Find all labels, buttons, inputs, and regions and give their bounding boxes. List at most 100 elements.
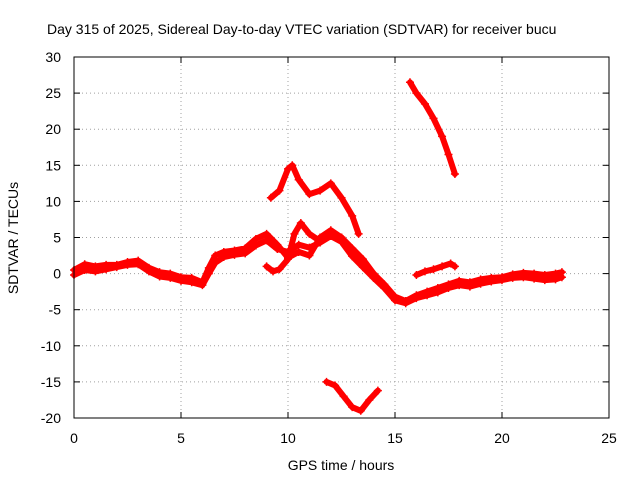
data-point-marker <box>508 273 517 282</box>
data-point-marker <box>380 284 389 293</box>
data-point-marker <box>429 114 438 123</box>
data-point-marker <box>204 269 213 278</box>
data-point-marker <box>211 258 220 267</box>
series-upper-arc <box>266 161 363 238</box>
data-point-marker <box>444 284 453 293</box>
data-point-marker <box>337 233 346 242</box>
data-point-marker <box>326 229 335 238</box>
data-point-marker <box>155 272 164 281</box>
data-point-marker <box>557 273 566 282</box>
data-point-marker <box>365 395 374 404</box>
data-point-marker <box>296 219 305 228</box>
data-point-marker <box>284 255 292 264</box>
data-point-marker <box>540 276 549 285</box>
data-point-marker <box>420 99 429 108</box>
data-point-marker <box>288 161 297 170</box>
data-point-marker <box>316 237 325 246</box>
x-tick-label: 15 <box>387 430 403 446</box>
data-point-marker <box>551 275 560 284</box>
data-point-marker <box>498 276 506 285</box>
data-point-marker <box>337 193 346 202</box>
y-tick-label: 10 <box>45 193 61 209</box>
data-point-marker <box>112 263 121 272</box>
y-tick-label: -10 <box>41 338 61 354</box>
data-point-marker <box>177 276 185 285</box>
x-tick-label: 20 <box>494 430 510 446</box>
data-point-marker <box>401 299 410 308</box>
x-tick-label: 0 <box>70 430 78 446</box>
tick-labels: 0 5 10 15 20 25 -20 -15 -10 -5 0 5 10 15 20 25 30 <box>41 49 617 446</box>
data-point-marker <box>290 229 299 238</box>
data-point-marker <box>412 271 421 280</box>
data-point-marker <box>420 267 429 276</box>
data-point-marker <box>450 169 459 178</box>
y-tick-label: 25 <box>45 85 61 101</box>
data-point-marker <box>348 403 357 412</box>
data-point-marker <box>412 89 421 98</box>
plot-frame <box>73 56 610 419</box>
data-point-marker <box>465 282 474 291</box>
data-point-marker <box>391 296 399 305</box>
y-tick-label: -15 <box>41 374 61 390</box>
data-point-marker <box>273 245 282 254</box>
data-point-marker <box>487 277 496 286</box>
y-tick-label: -20 <box>41 410 61 426</box>
data-point-marker <box>476 279 485 288</box>
data-point-marker <box>123 260 132 269</box>
data-point-marker <box>284 164 292 173</box>
series-steep-arc <box>405 78 459 178</box>
series-mid-arc <box>262 219 378 278</box>
data-point-marker <box>316 186 325 195</box>
chart-title: Day 315 of 2025, Sidereal Day-to-day VTE… <box>47 21 556 37</box>
x-tick-label: 25 <box>601 430 617 446</box>
data-point-marker <box>369 269 378 278</box>
data-point-marker <box>530 274 539 283</box>
data-point-marker <box>211 251 220 260</box>
data-point-marker <box>438 262 447 271</box>
data-point-marker <box>423 291 432 300</box>
y-tick-label: 0 <box>53 266 61 282</box>
data-point-marker <box>429 265 438 274</box>
data-point-marker <box>444 150 453 159</box>
series-lower-arc <box>322 377 382 415</box>
data-point-marker <box>322 377 331 386</box>
data-point-marker <box>305 229 314 238</box>
data-point-marker <box>166 273 175 282</box>
data-point-marker <box>348 244 357 253</box>
data-point-marker <box>348 211 357 220</box>
data-point-marker <box>348 252 357 261</box>
data-point-marker <box>230 250 239 259</box>
y-tick-label: 5 <box>53 230 61 246</box>
data-point-marker <box>294 247 303 256</box>
data-point-marker <box>262 236 271 245</box>
data-point-marker <box>219 252 228 261</box>
y-axis-title: SDTVAR / TECUs <box>5 182 21 294</box>
data-point-marker <box>339 392 348 401</box>
data-point-marker <box>187 278 196 287</box>
data-point-marker <box>305 243 314 252</box>
data-point-marker <box>80 265 89 274</box>
data-point-marker <box>134 260 143 269</box>
data-point-marker <box>358 255 367 264</box>
data-point-marker <box>412 294 421 303</box>
data-point-marker <box>266 193 275 202</box>
data-point-marker <box>326 179 335 188</box>
data-point-marker <box>305 190 314 199</box>
data-point-marker <box>251 241 260 250</box>
data-point-marker <box>405 78 414 87</box>
data-point-marker <box>275 186 284 195</box>
data-point-marker <box>305 251 314 260</box>
data-point-marker <box>455 281 464 290</box>
y-tick-label: 30 <box>45 49 61 65</box>
data-point-marker <box>198 281 207 290</box>
data-point-marker <box>519 273 528 282</box>
data-point-marker <box>446 259 455 268</box>
data-point-marker <box>269 267 278 276</box>
x-tick-label: 10 <box>280 430 296 446</box>
data-point-marker <box>262 262 271 271</box>
data-point-marker <box>356 406 365 415</box>
series-short-segment <box>412 259 459 280</box>
data-point-marker <box>102 265 111 274</box>
x-axis-title: GPS time / hours <box>288 457 395 473</box>
